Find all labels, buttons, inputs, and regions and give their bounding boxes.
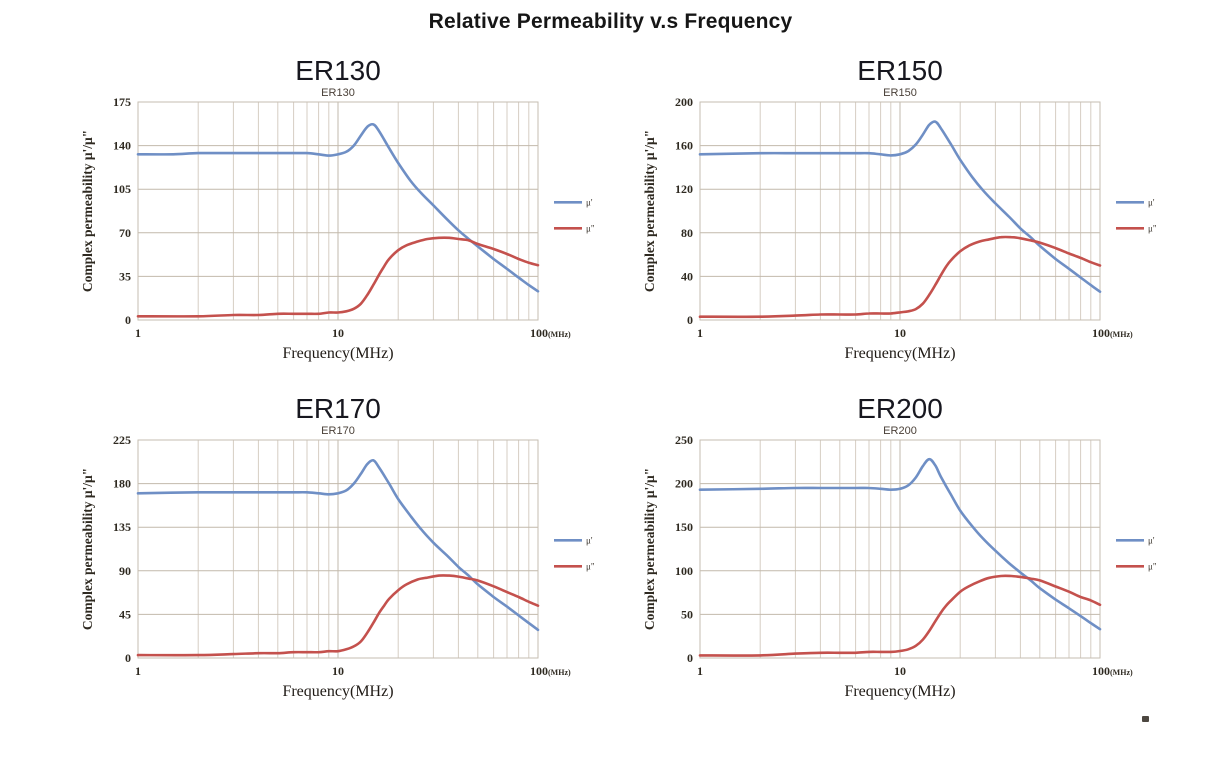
x-tick-label: 100(MHz) xyxy=(530,664,571,678)
y-tick-label: 105 xyxy=(113,182,131,196)
y-tick-label: 80 xyxy=(681,226,693,240)
y-tick-label: 35 xyxy=(119,269,131,283)
y-axis-title: Complex permeability μ'/μ" xyxy=(642,130,657,292)
y-tick-label: 225 xyxy=(113,433,131,447)
x-tick-label: 100(MHz) xyxy=(1092,326,1133,340)
plot-border xyxy=(137,101,539,321)
svg-text:μ": μ" xyxy=(1148,561,1157,571)
svg-text:μ': μ' xyxy=(586,535,593,545)
x-tick-label: 10 xyxy=(332,326,344,340)
chart-subtitle: ER170 xyxy=(321,425,355,437)
chart-subtitle: ER150 xyxy=(883,87,917,99)
y-tick-label: 180 xyxy=(113,477,131,491)
chart-ER200: ER200 ER200 0 50 100 150 200 250 1 10 100(MHz) Freq… xyxy=(638,388,1183,720)
chart-subtitle: ER130 xyxy=(321,87,355,99)
x-tick-label: 10 xyxy=(332,664,344,678)
legend-mu-prime: μ' xyxy=(554,535,593,545)
stray-dot xyxy=(1142,716,1149,722)
y-tick-label: 70 xyxy=(119,226,131,240)
chart-title: ER170 xyxy=(295,393,381,424)
y-axis-title: Complex permeability μ'/μ" xyxy=(642,468,657,630)
svg-text:μ": μ" xyxy=(586,223,595,233)
y-tick-label: 120 xyxy=(675,182,693,196)
mu-double-prime-line xyxy=(698,574,1102,657)
y-tick-label: 140 xyxy=(113,139,131,153)
mu-double-prime-line xyxy=(698,235,1102,319)
y-tick-label: 150 xyxy=(675,520,693,534)
plot-border xyxy=(699,101,1101,321)
y-tick-label: 250 xyxy=(675,433,693,447)
mu-double-prime-line xyxy=(136,236,540,318)
legend-mu-double-prime: μ" xyxy=(554,223,595,233)
x-tick-label: 1 xyxy=(135,326,141,340)
mu-prime-line xyxy=(698,120,1102,293)
plot-border xyxy=(699,439,1101,659)
x-axis-title: Frequency(MHz) xyxy=(844,345,955,362)
legend-mu-prime: μ' xyxy=(1116,197,1155,207)
y-axis-title: Complex permeability μ'/μ" xyxy=(80,130,95,292)
x-tick-label: 1 xyxy=(135,664,141,678)
y-tick-label: 200 xyxy=(675,95,693,109)
y-tick-label: 100 xyxy=(675,564,693,578)
mu-prime-line xyxy=(698,457,1102,631)
charts-grid: ER130 ER130 0 35 70 105 140 175 1 10 100(MHz) Frequ… xyxy=(76,50,1186,720)
y-tick-label: 0 xyxy=(125,651,131,665)
y-tick-label: 175 xyxy=(113,95,131,109)
svg-text:μ": μ" xyxy=(586,561,595,571)
gridlines xyxy=(137,101,539,321)
legend-mu-double-prime: μ" xyxy=(1116,223,1157,233)
x-tick-label: 10 xyxy=(894,326,906,340)
x-axis-title: Frequency(MHz) xyxy=(282,345,393,362)
y-tick-label: 160 xyxy=(675,139,693,153)
y-tick-label: 40 xyxy=(681,269,693,283)
svg-text:μ': μ' xyxy=(1148,197,1155,207)
x-tick-label: 100(MHz) xyxy=(530,326,571,340)
svg-text:μ': μ' xyxy=(586,197,593,207)
x-tick-label: 1 xyxy=(697,326,703,340)
legend-mu-double-prime: μ" xyxy=(554,561,595,571)
legend-mu-double-prime: μ" xyxy=(1116,561,1157,571)
y-tick-label: 0 xyxy=(687,651,693,665)
x-tick-label: 1 xyxy=(697,664,703,678)
y-tick-label: 50 xyxy=(681,607,693,621)
chart-title: ER200 xyxy=(857,393,943,424)
y-tick-label: 45 xyxy=(119,607,131,621)
chart-subtitle: ER200 xyxy=(883,425,917,437)
gridlines xyxy=(137,439,539,659)
y-tick-label: 0 xyxy=(687,313,693,327)
page-title: Relative Permeability v.s Frequency xyxy=(428,10,793,33)
y-axis-title: Complex permeability μ'/μ" xyxy=(80,468,95,630)
chart-ER150: ER150 ER150 0 40 80 120 160 200 1 10 100(MHz) Frequ… xyxy=(638,50,1183,382)
legend-mu-prime: μ' xyxy=(1116,535,1155,545)
x-axis-title: Frequency(MHz) xyxy=(282,683,393,700)
mu-prime-line xyxy=(136,122,540,293)
y-tick-label: 135 xyxy=(113,520,131,534)
x-tick-label: 100(MHz) xyxy=(1092,664,1133,678)
plot-border xyxy=(137,439,539,659)
svg-text:μ': μ' xyxy=(1148,535,1155,545)
y-tick-label: 0 xyxy=(125,313,131,327)
chart-title: ER150 xyxy=(857,55,943,86)
mu-prime-line xyxy=(136,458,540,632)
chart-ER170: ER170 ER170 0 45 90 135 180 225 1 10 100(MHz) Frequ… xyxy=(76,388,621,720)
chart-title: ER130 xyxy=(295,55,381,86)
svg-text:μ": μ" xyxy=(1148,223,1157,233)
x-axis-title: Frequency(MHz) xyxy=(844,683,955,700)
mu-double-prime-line xyxy=(136,574,540,657)
gridlines xyxy=(699,101,1101,321)
x-tick-label: 10 xyxy=(894,664,906,678)
chart-ER130: ER130 ER130 0 35 70 105 140 175 1 10 100(MHz) Frequ… xyxy=(76,50,621,382)
gridlines xyxy=(699,439,1101,659)
y-tick-label: 90 xyxy=(119,564,131,578)
legend-mu-prime: μ' xyxy=(554,197,593,207)
y-tick-label: 200 xyxy=(675,477,693,491)
